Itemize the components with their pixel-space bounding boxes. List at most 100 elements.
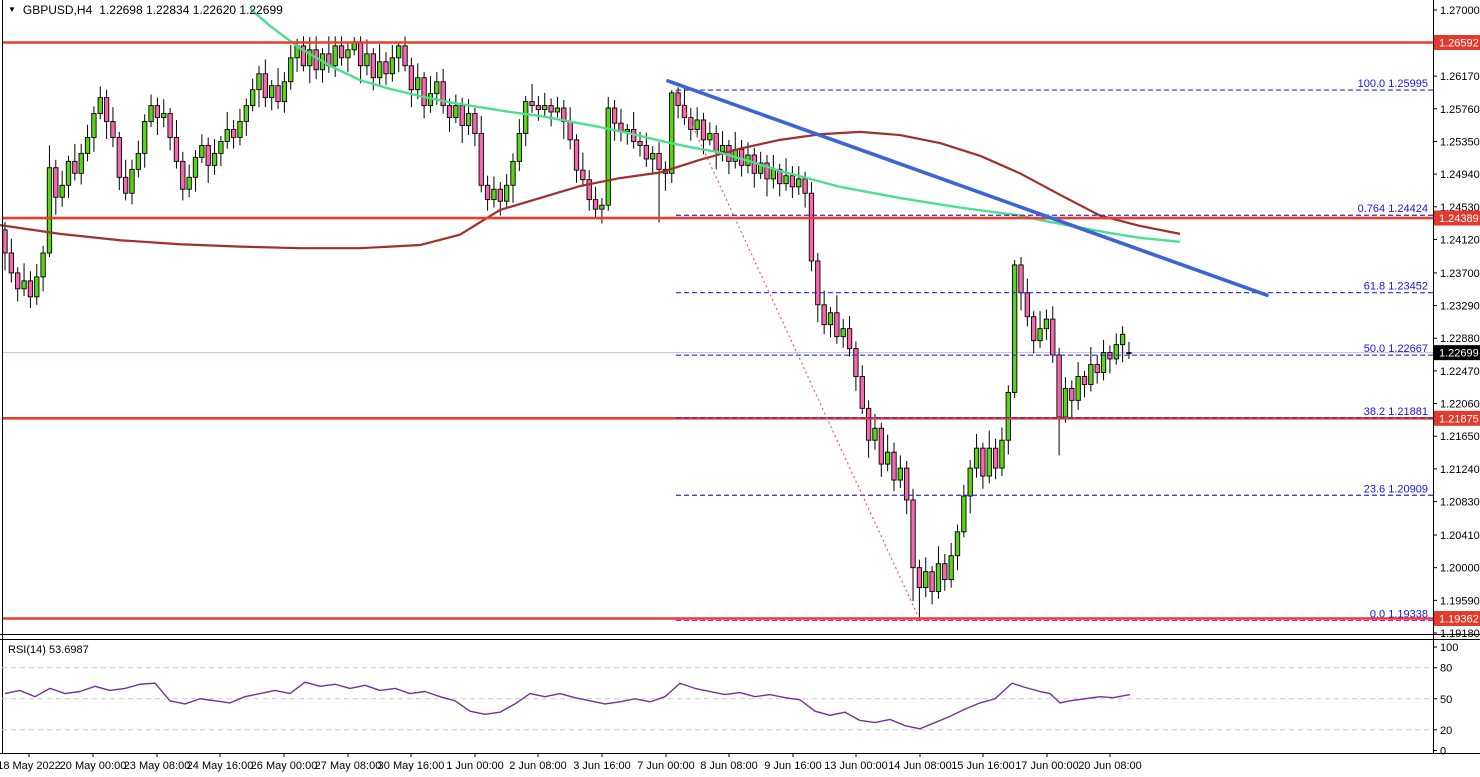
- price-axis-label: 1.20830: [1440, 497, 1480, 509]
- candle-body: [453, 105, 459, 119]
- candle-body: [230, 129, 237, 138]
- candle-body: [46, 167, 53, 254]
- candle-body: [180, 160, 186, 190]
- price-tag: [1434, 35, 1480, 51]
- candle-body: [91, 113, 97, 138]
- candle-body: [396, 45, 402, 59]
- candle-body: [567, 121, 573, 141]
- candle-body: [840, 328, 846, 338]
- candle-body: [491, 188, 497, 201]
- candle-body: [434, 81, 440, 95]
- candle-body: [656, 152, 662, 170]
- price-tag: [1434, 210, 1480, 226]
- candle-body: [84, 137, 91, 154]
- candle-body: [643, 144, 650, 160]
- fib-level-label: 0.764 1.24424: [1358, 203, 1428, 215]
- candle-body: [954, 531, 961, 557]
- candle-body: [510, 160, 516, 186]
- candle-body: [935, 563, 942, 593]
- candle-body: [1012, 264, 1018, 393]
- price-axis-label: 1.26170: [1440, 71, 1480, 83]
- candle-body: [154, 105, 161, 119]
- candle-body: [224, 129, 230, 142]
- candle-body: [827, 312, 834, 326]
- time-axis-label: 1 Jun 00:00: [446, 760, 504, 772]
- candle-body: [1005, 391, 1011, 441]
- candle-body: [8, 252, 14, 274]
- candle-body: [27, 280, 34, 298]
- candle-body: [1043, 318, 1050, 330]
- candle-body: [891, 451, 897, 481]
- candle-body: [459, 105, 465, 126]
- symbol-dropdown-icon[interactable]: ▼: [8, 5, 16, 14]
- candle-body: [719, 144, 726, 153]
- candle-body: [484, 184, 491, 201]
- candle-body: [542, 105, 548, 111]
- price-axis-label: 1.24120: [1440, 234, 1480, 246]
- candle-body: [548, 105, 554, 113]
- candle-body: [97, 97, 103, 115]
- candle-body: [135, 152, 141, 170]
- candle-body: [243, 105, 249, 122]
- time-axis-label: 3 Jun 16:00: [573, 760, 631, 772]
- candle-body: [713, 133, 719, 153]
- time-axis-label: 15 Jun 16:00: [951, 760, 1015, 772]
- candle-body: [167, 113, 173, 138]
- candle-body: [148, 105, 154, 122]
- candle-body: [307, 49, 313, 67]
- candle-body: [758, 162, 764, 174]
- price-tag: [1434, 611, 1480, 627]
- candle-body: [529, 101, 535, 107]
- candle-body: [288, 57, 294, 83]
- candle-body: [764, 162, 770, 180]
- time-axis-label: 30 May 16:00: [378, 760, 445, 772]
- candle-body: [986, 447, 992, 477]
- chart-frame: [0, 0, 1480, 754]
- price-tag-label: 1.22699: [1439, 348, 1479, 360]
- candle-body: [948, 555, 954, 581]
- price-axis-label: 1.27000: [1440, 5, 1480, 17]
- candle-body: [281, 81, 288, 103]
- fib-level-label: 61.8 1.23452: [1364, 281, 1428, 293]
- chart-title: ▼ GBPUSD,H4 1.22698 1.22834 1.22620 1.22…: [8, 3, 283, 17]
- candle-body: [161, 113, 167, 119]
- trend-line: [666, 79, 1269, 298]
- candle-body: [554, 107, 561, 113]
- candle-body: [846, 328, 853, 350]
- price-axis-label: 1.21240: [1440, 464, 1480, 476]
- candle-body: [821, 304, 827, 326]
- candle-body: [1062, 387, 1069, 418]
- candle-body: [345, 49, 351, 59]
- candle-body: [802, 178, 808, 194]
- time-axis-label: 27 May 08:00: [315, 760, 382, 772]
- candle-body: [21, 280, 27, 290]
- candle-body: [516, 133, 523, 162]
- candle-body: [357, 41, 364, 67]
- candle-body: [275, 85, 281, 103]
- candle-body: [599, 204, 605, 210]
- candle-body: [249, 89, 256, 107]
- candle-body: [1126, 352, 1132, 355]
- candle-body: [1050, 318, 1056, 356]
- candle-body: [370, 53, 376, 79]
- ohlc-values-label: 1.22698 1.22834 1.22620 1.22699: [99, 3, 283, 17]
- candle-body: [1081, 376, 1088, 385]
- candle-body: [650, 152, 656, 160]
- candle-body: [580, 169, 586, 181]
- candle-body: [256, 73, 262, 91]
- support-resistance-lines: [2, 41, 1433, 620]
- candle-body: [211, 152, 218, 166]
- candle-body: [681, 105, 688, 119]
- candle-body: [472, 113, 478, 134]
- candle-body: [65, 160, 72, 186]
- price-tag-label: 1.26592: [1439, 38, 1479, 50]
- fib-level-label: 50.0 1.22667: [1364, 343, 1428, 355]
- candle-body: [923, 571, 929, 589]
- candle-body: [173, 137, 180, 162]
- rsi-line: [4, 681, 1131, 730]
- rsi-scale-label: 0: [1440, 746, 1446, 758]
- rsi-indicator-label: RSI(14) 53.6987: [8, 644, 89, 656]
- time-axis-label: 13 Jun 00:00: [824, 760, 888, 772]
- candle-body: [1100, 352, 1107, 373]
